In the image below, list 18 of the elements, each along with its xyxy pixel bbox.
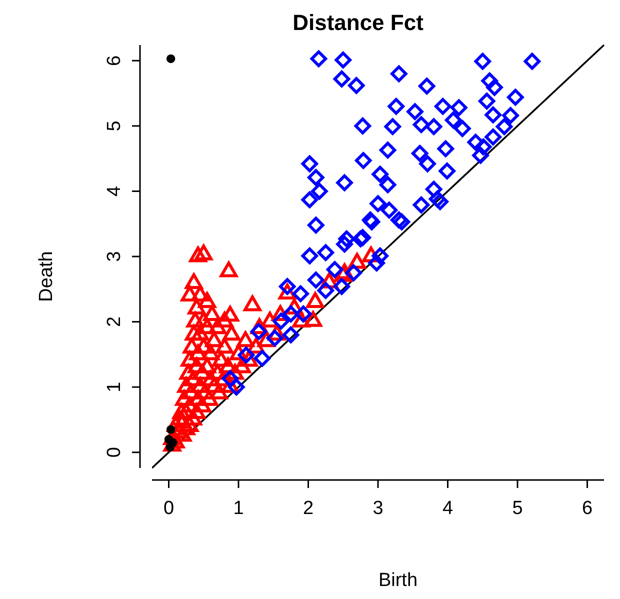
x-tick-label: 0: [163, 498, 174, 519]
point: [166, 54, 176, 64]
y-tick-label: 3: [104, 251, 125, 262]
x-tick-label: 5: [512, 498, 523, 519]
y-tick-label: 2: [104, 316, 125, 328]
y-tick-label: 5: [104, 120, 125, 132]
y-axis-title: Death: [36, 251, 57, 302]
x-axis-title: Birth: [378, 570, 418, 591]
y-tick-label: 0: [104, 447, 125, 458]
y-tick-label: 6: [104, 55, 125, 66]
y-tick-label: 1: [104, 382, 125, 392]
x-tick-label: 2: [302, 498, 314, 519]
chart-title: Distance Fct: [292, 10, 424, 35]
x-tick-label: 3: [372, 498, 384, 519]
x-tick-label: 6: [582, 498, 593, 519]
y-tick-label: 4: [104, 186, 125, 197]
x-tick-label: 1: [233, 498, 244, 519]
x-tick-label: 4: [442, 498, 454, 519]
